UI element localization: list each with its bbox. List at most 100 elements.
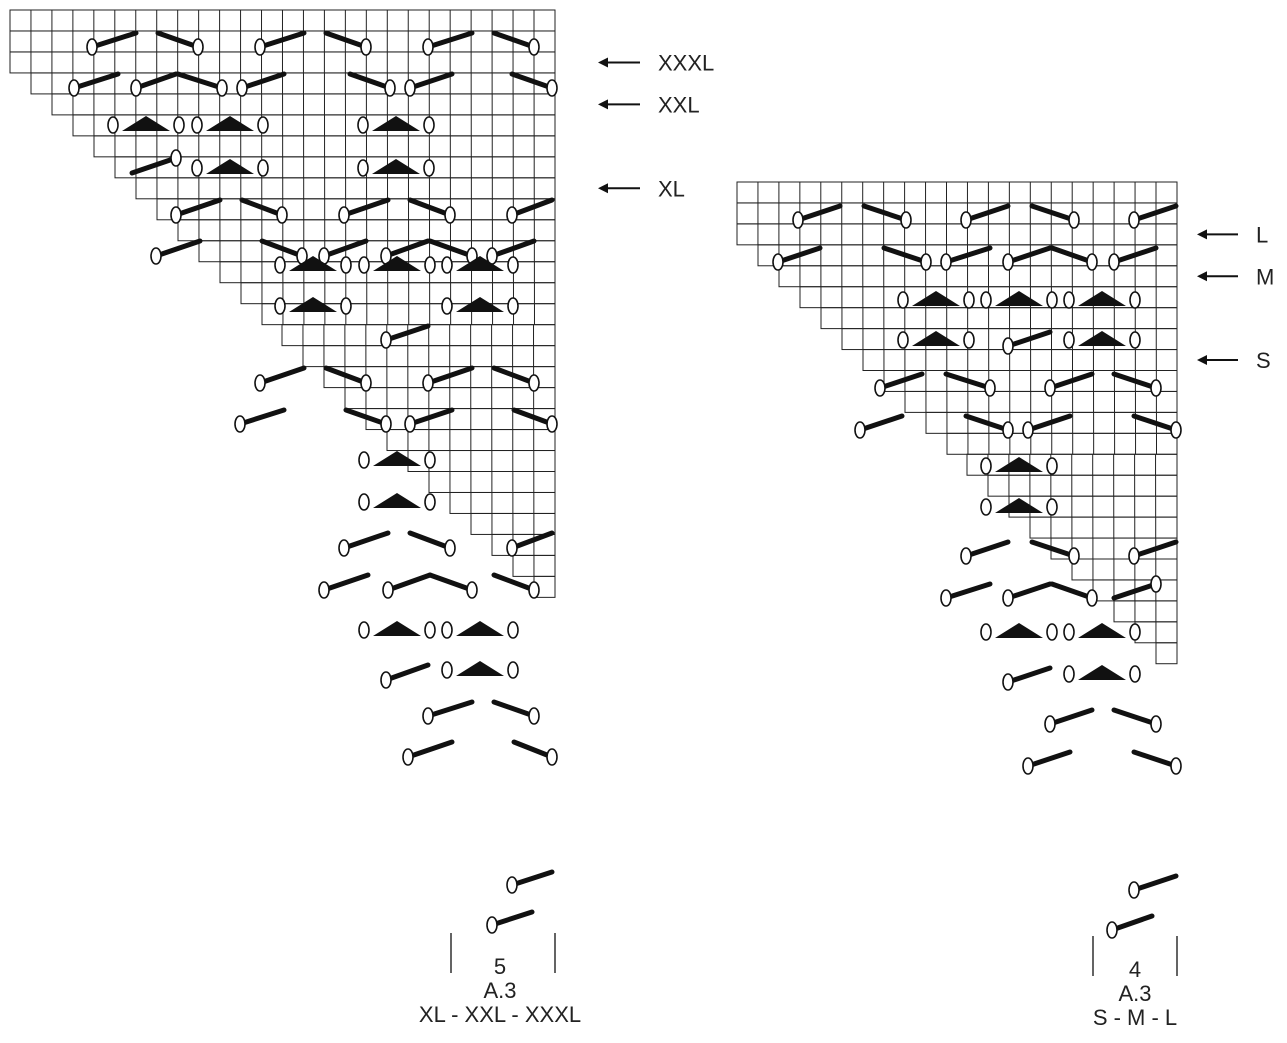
- decrease-stitch-symbol: [425, 365, 475, 386]
- yarn-over-loop: [358, 493, 370, 511]
- double-decrease-symbol: [373, 621, 421, 636]
- yarn-over-loop: [1063, 291, 1075, 309]
- decrease-stitch-symbol: [1111, 245, 1159, 265]
- yarn-over-loop: [1046, 498, 1058, 516]
- decrease-stitch-symbol: [881, 245, 929, 265]
- decrease-stitch-symbol: [943, 581, 993, 601]
- decrease-stitch-symbol: [71, 71, 121, 91]
- decrease-stitch-symbol: [427, 572, 475, 593]
- yarn-over-loop: [940, 253, 952, 271]
- decrease-stitch-symbol: [861, 203, 909, 223]
- decrease-stitch-symbol: [257, 30, 307, 50]
- decrease-stitch-symbol: [509, 197, 555, 218]
- decrease-stitch-symbol: [383, 238, 431, 259]
- yarn-over-loop: [424, 621, 436, 639]
- decrease-stitch-symbol: [425, 699, 475, 719]
- yarn-over-loop: [960, 547, 972, 565]
- decrease-stitch-symbol: [1047, 707, 1095, 727]
- decrease-stitch-symbol: [1131, 749, 1179, 769]
- decrease-stitch-symbol: [511, 407, 555, 427]
- yarn-over-loop: [170, 149, 182, 167]
- yarn-over-loop: [1150, 379, 1162, 397]
- size-marker-label: XL: [658, 176, 685, 201]
- caption-small: 4 A.3 S - M - L: [1035, 958, 1235, 1030]
- size-marker-label: XXXL: [658, 50, 714, 75]
- yarn-over-loop: [506, 539, 518, 557]
- decrease-stitch-symbol: [509, 71, 555, 91]
- decrease-stitch-symbol: [1005, 329, 1053, 349]
- yarn-over-loop: [1002, 421, 1014, 439]
- yarn-over-loop: [1002, 337, 1014, 355]
- decrease-stitch-symbol: [341, 197, 391, 218]
- yarn-over-loop: [384, 79, 396, 97]
- yarn-over-loop: [1128, 547, 1140, 565]
- yarn-over-loop: [276, 206, 288, 224]
- yarn-over-loop: [1046, 291, 1058, 309]
- decrease-stitch-symbol: [491, 365, 537, 386]
- decrease-stitch-symbol: [963, 413, 1011, 433]
- yarn-over-loop: [1063, 665, 1075, 683]
- yarn-over-loop: [1128, 881, 1140, 899]
- double-decrease-symbol: [372, 116, 420, 131]
- decrease-stitch-symbol: [943, 245, 993, 265]
- decrease-stitch-symbol: [1029, 203, 1077, 223]
- decrease-stitch-symbol: [491, 699, 537, 719]
- decrease-stitch-symbol: [323, 365, 369, 386]
- decrease-stitch-symbol: [321, 572, 371, 593]
- yarn-over-loop: [422, 707, 434, 725]
- yarn-over-loop: [1150, 715, 1162, 733]
- yarn-over-loop: [1170, 757, 1182, 775]
- yarn-over-loop: [358, 256, 370, 274]
- double-decrease-symbol: [206, 159, 254, 174]
- yarn-over-loop: [1022, 757, 1034, 775]
- yarn-over-loop: [1046, 623, 1058, 641]
- yarn-over-loop: [173, 116, 185, 134]
- decrease-stitch-symbol: [425, 30, 475, 50]
- decrease-stitch-symbol: [1111, 707, 1159, 727]
- yarn-over-loop: [1129, 331, 1141, 349]
- yarn-over-loop: [441, 661, 453, 679]
- yarn-over-loop: [191, 116, 203, 134]
- decrease-stitch-symbol: [491, 30, 537, 50]
- yarn-over-loop: [963, 291, 975, 309]
- yarn-over-loop: [980, 291, 992, 309]
- decrease-stitch-symbol: [511, 739, 555, 760]
- yarn-over-loop: [358, 451, 370, 469]
- yarn-over-loop: [1129, 291, 1141, 309]
- chart-row: [1155, 642, 1178, 665]
- yarn-over-loop: [424, 256, 436, 274]
- double-decrease-symbol: [373, 451, 421, 466]
- yarn-over-loop: [254, 38, 266, 56]
- yarn-over-loop: [357, 116, 369, 134]
- yarn-over-loop: [528, 581, 540, 599]
- size-marker-label: S: [1256, 348, 1271, 373]
- yarn-over-loop: [507, 297, 519, 315]
- yarn-over-loop: [422, 38, 434, 56]
- decrease-stitch-symbol: [1005, 245, 1053, 265]
- decrease-stitch-symbol: [1005, 665, 1053, 685]
- decrease-stitch-symbol: [491, 572, 537, 593]
- decrease-stitch-symbol: [427, 238, 475, 259]
- repeat-count-large: 5: [493, 954, 507, 979]
- decrease-stitch-symbol: [1049, 581, 1095, 601]
- decrease-stitch-symbol: [857, 413, 905, 433]
- decrease-stitch-symbol: [89, 30, 139, 50]
- yarn-over-loop: [897, 291, 909, 309]
- decrease-stitch-symbol: [1049, 245, 1095, 265]
- decrease-stitch-symbol: [1109, 913, 1155, 933]
- chart-row: [736, 223, 1178, 246]
- double-decrease-symbol: [373, 493, 421, 508]
- decrease-stitch-symbol: [877, 371, 925, 391]
- symbols-large: [68, 30, 558, 934]
- yarn-over-loop: [257, 116, 269, 134]
- yarn-over-loop: [980, 498, 992, 516]
- chart-row: [365, 408, 556, 431]
- yarn-over-loop: [441, 621, 453, 639]
- double-decrease-symbol: [995, 498, 1043, 513]
- size-marker-label: M: [1256, 264, 1274, 289]
- double-decrease-symbol: [912, 331, 960, 346]
- chart-row: [904, 390, 1178, 413]
- yarn-over-loop: [980, 623, 992, 641]
- symbols-small: [772, 203, 1182, 939]
- decrease-stitch-symbol: [323, 30, 369, 50]
